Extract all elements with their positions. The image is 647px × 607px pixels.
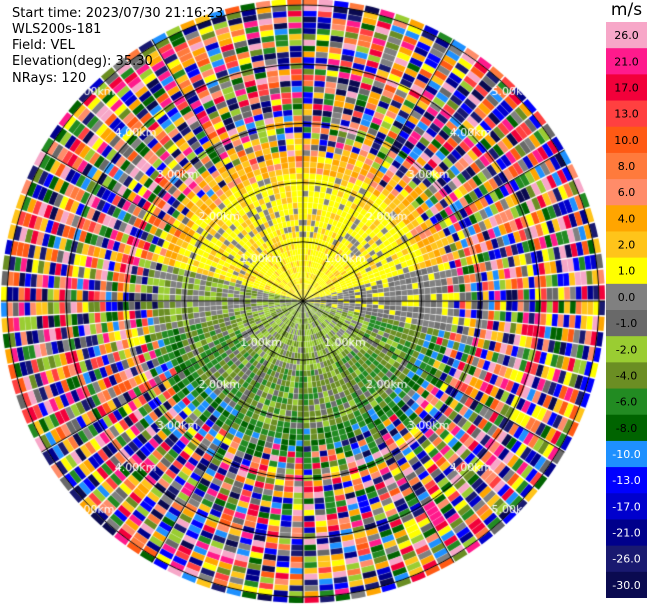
colorbar-segment bbox=[606, 48, 647, 75]
field-label: Field: VEL bbox=[12, 38, 75, 53]
colorbar-tick-label: -10.0 bbox=[612, 448, 640, 461]
colorbar-segment bbox=[606, 467, 647, 494]
colorbar-tick-label: 1.0 bbox=[618, 265, 636, 278]
colorbar-tick-label: -17.0 bbox=[612, 500, 640, 513]
colorbar-segment bbox=[606, 310, 647, 337]
colorbar-segment bbox=[606, 283, 647, 311]
colorbar-segment bbox=[606, 179, 647, 206]
colorbar-segment bbox=[606, 74, 647, 102]
colorbar-segment bbox=[606, 22, 647, 49]
colorbar-tick-label: 17.0 bbox=[614, 81, 639, 94]
colorbar-tick-label: -4.0 bbox=[616, 369, 637, 382]
colorbar-segment bbox=[606, 493, 647, 520]
colorbar-segment bbox=[606, 336, 647, 363]
colorbar-tick-label: 21.0 bbox=[614, 55, 639, 68]
colorbar: 26.0 21.0 17.0 13.0 10.0 8.0 6.0 4.0 2.0 1.0 0.0 -1… bbox=[606, 22, 647, 598]
colorbar-segment bbox=[606, 571, 647, 598]
colorbar-tick-label: -21.0 bbox=[612, 527, 640, 540]
colorbar-tick-label: -1.0 bbox=[616, 317, 637, 330]
colorbar-segment bbox=[606, 257, 647, 285]
nrays-label: NRays: 120 bbox=[12, 71, 87, 86]
colorbar-tick-label: 6.0 bbox=[618, 186, 636, 199]
colorbar-tick-label: -2.0 bbox=[616, 343, 637, 356]
colorbar-tick-label: 26.0 bbox=[614, 29, 639, 42]
start-time-label: Start time: 2023/07/30 21:16:23 bbox=[12, 6, 224, 21]
colorbar-segment bbox=[606, 440, 647, 468]
colorbar-segment bbox=[606, 231, 647, 259]
colorbar-tick-label: -6.0 bbox=[616, 396, 637, 409]
colorbar-tick-label: -30.0 bbox=[612, 579, 640, 592]
colorbar-tick-label: 10.0 bbox=[614, 134, 639, 147]
colorbar-segment bbox=[606, 152, 647, 180]
colorbar-segment bbox=[606, 362, 647, 390]
colorbar-tick-label: 13.0 bbox=[614, 108, 639, 121]
colorbar-tick-label: 4.0 bbox=[618, 212, 636, 225]
colorbar-tick-label: -13.0 bbox=[612, 474, 640, 487]
colorbar-segment bbox=[606, 545, 647, 573]
colorbar-segment bbox=[606, 126, 647, 154]
colorbar-segment bbox=[606, 414, 647, 442]
colorbar-segment bbox=[606, 205, 647, 232]
colorbar-segment bbox=[606, 519, 647, 547]
colorbar-segment bbox=[606, 100, 647, 128]
colorbar-tick-label: -8.0 bbox=[616, 422, 637, 435]
elevation-label: Elevation(deg): 35.30 bbox=[12, 54, 153, 69]
colorbar-unit-label: m/s bbox=[610, 0, 643, 20]
colorbar-tick-label: 0.0 bbox=[618, 291, 636, 304]
colorbar-tick-label: 8.0 bbox=[618, 160, 636, 173]
colorbar-segment bbox=[606, 388, 647, 416]
colorbar-tick-label: -26.0 bbox=[612, 553, 640, 566]
colorbar-tick-label: 2.0 bbox=[618, 239, 636, 252]
instrument-label: WLS200s-181 bbox=[12, 22, 102, 37]
